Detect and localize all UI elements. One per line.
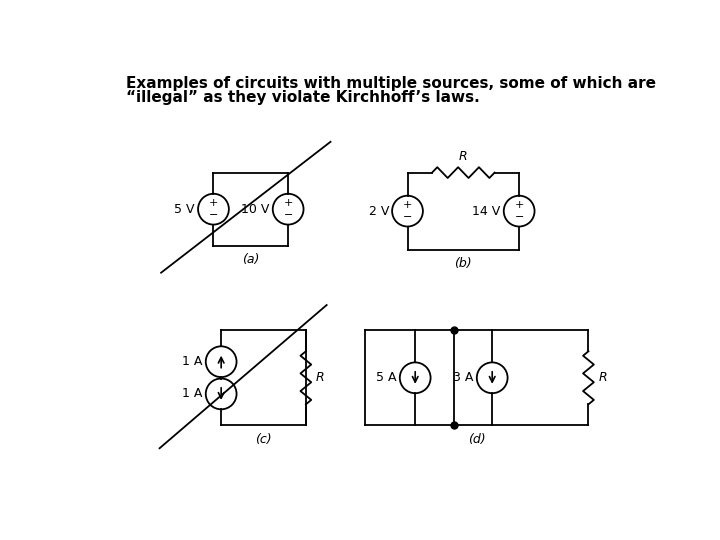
Text: −: −: [209, 210, 218, 220]
Text: +: +: [209, 198, 218, 208]
Text: (d): (d): [468, 433, 485, 446]
Text: +: +: [402, 200, 412, 210]
Text: (b): (b): [454, 257, 472, 271]
Text: R: R: [459, 150, 467, 163]
Text: 10 V: 10 V: [241, 202, 270, 215]
Text: 14 V: 14 V: [472, 205, 500, 218]
Text: −: −: [284, 210, 293, 220]
Text: 5 V: 5 V: [174, 202, 195, 215]
Text: “illegal” as they violate Kirchhoff’s laws.: “illegal” as they violate Kirchhoff’s la…: [127, 90, 480, 105]
Text: 2 V: 2 V: [369, 205, 389, 218]
Text: (c): (c): [255, 433, 272, 446]
Text: −: −: [402, 212, 412, 222]
Text: Examples of circuits with multiple sources, some of which are: Examples of circuits with multiple sourc…: [127, 76, 657, 91]
Text: 1 A: 1 A: [182, 355, 203, 368]
Text: +: +: [515, 200, 524, 210]
Text: R: R: [598, 372, 607, 384]
Text: +: +: [284, 198, 293, 208]
Text: (a): (a): [242, 253, 259, 266]
Text: 5 A: 5 A: [377, 372, 397, 384]
Text: 1 A: 1 A: [182, 387, 203, 400]
Text: −: −: [515, 212, 524, 222]
Text: R: R: [316, 372, 325, 384]
Text: 3 A: 3 A: [454, 372, 474, 384]
